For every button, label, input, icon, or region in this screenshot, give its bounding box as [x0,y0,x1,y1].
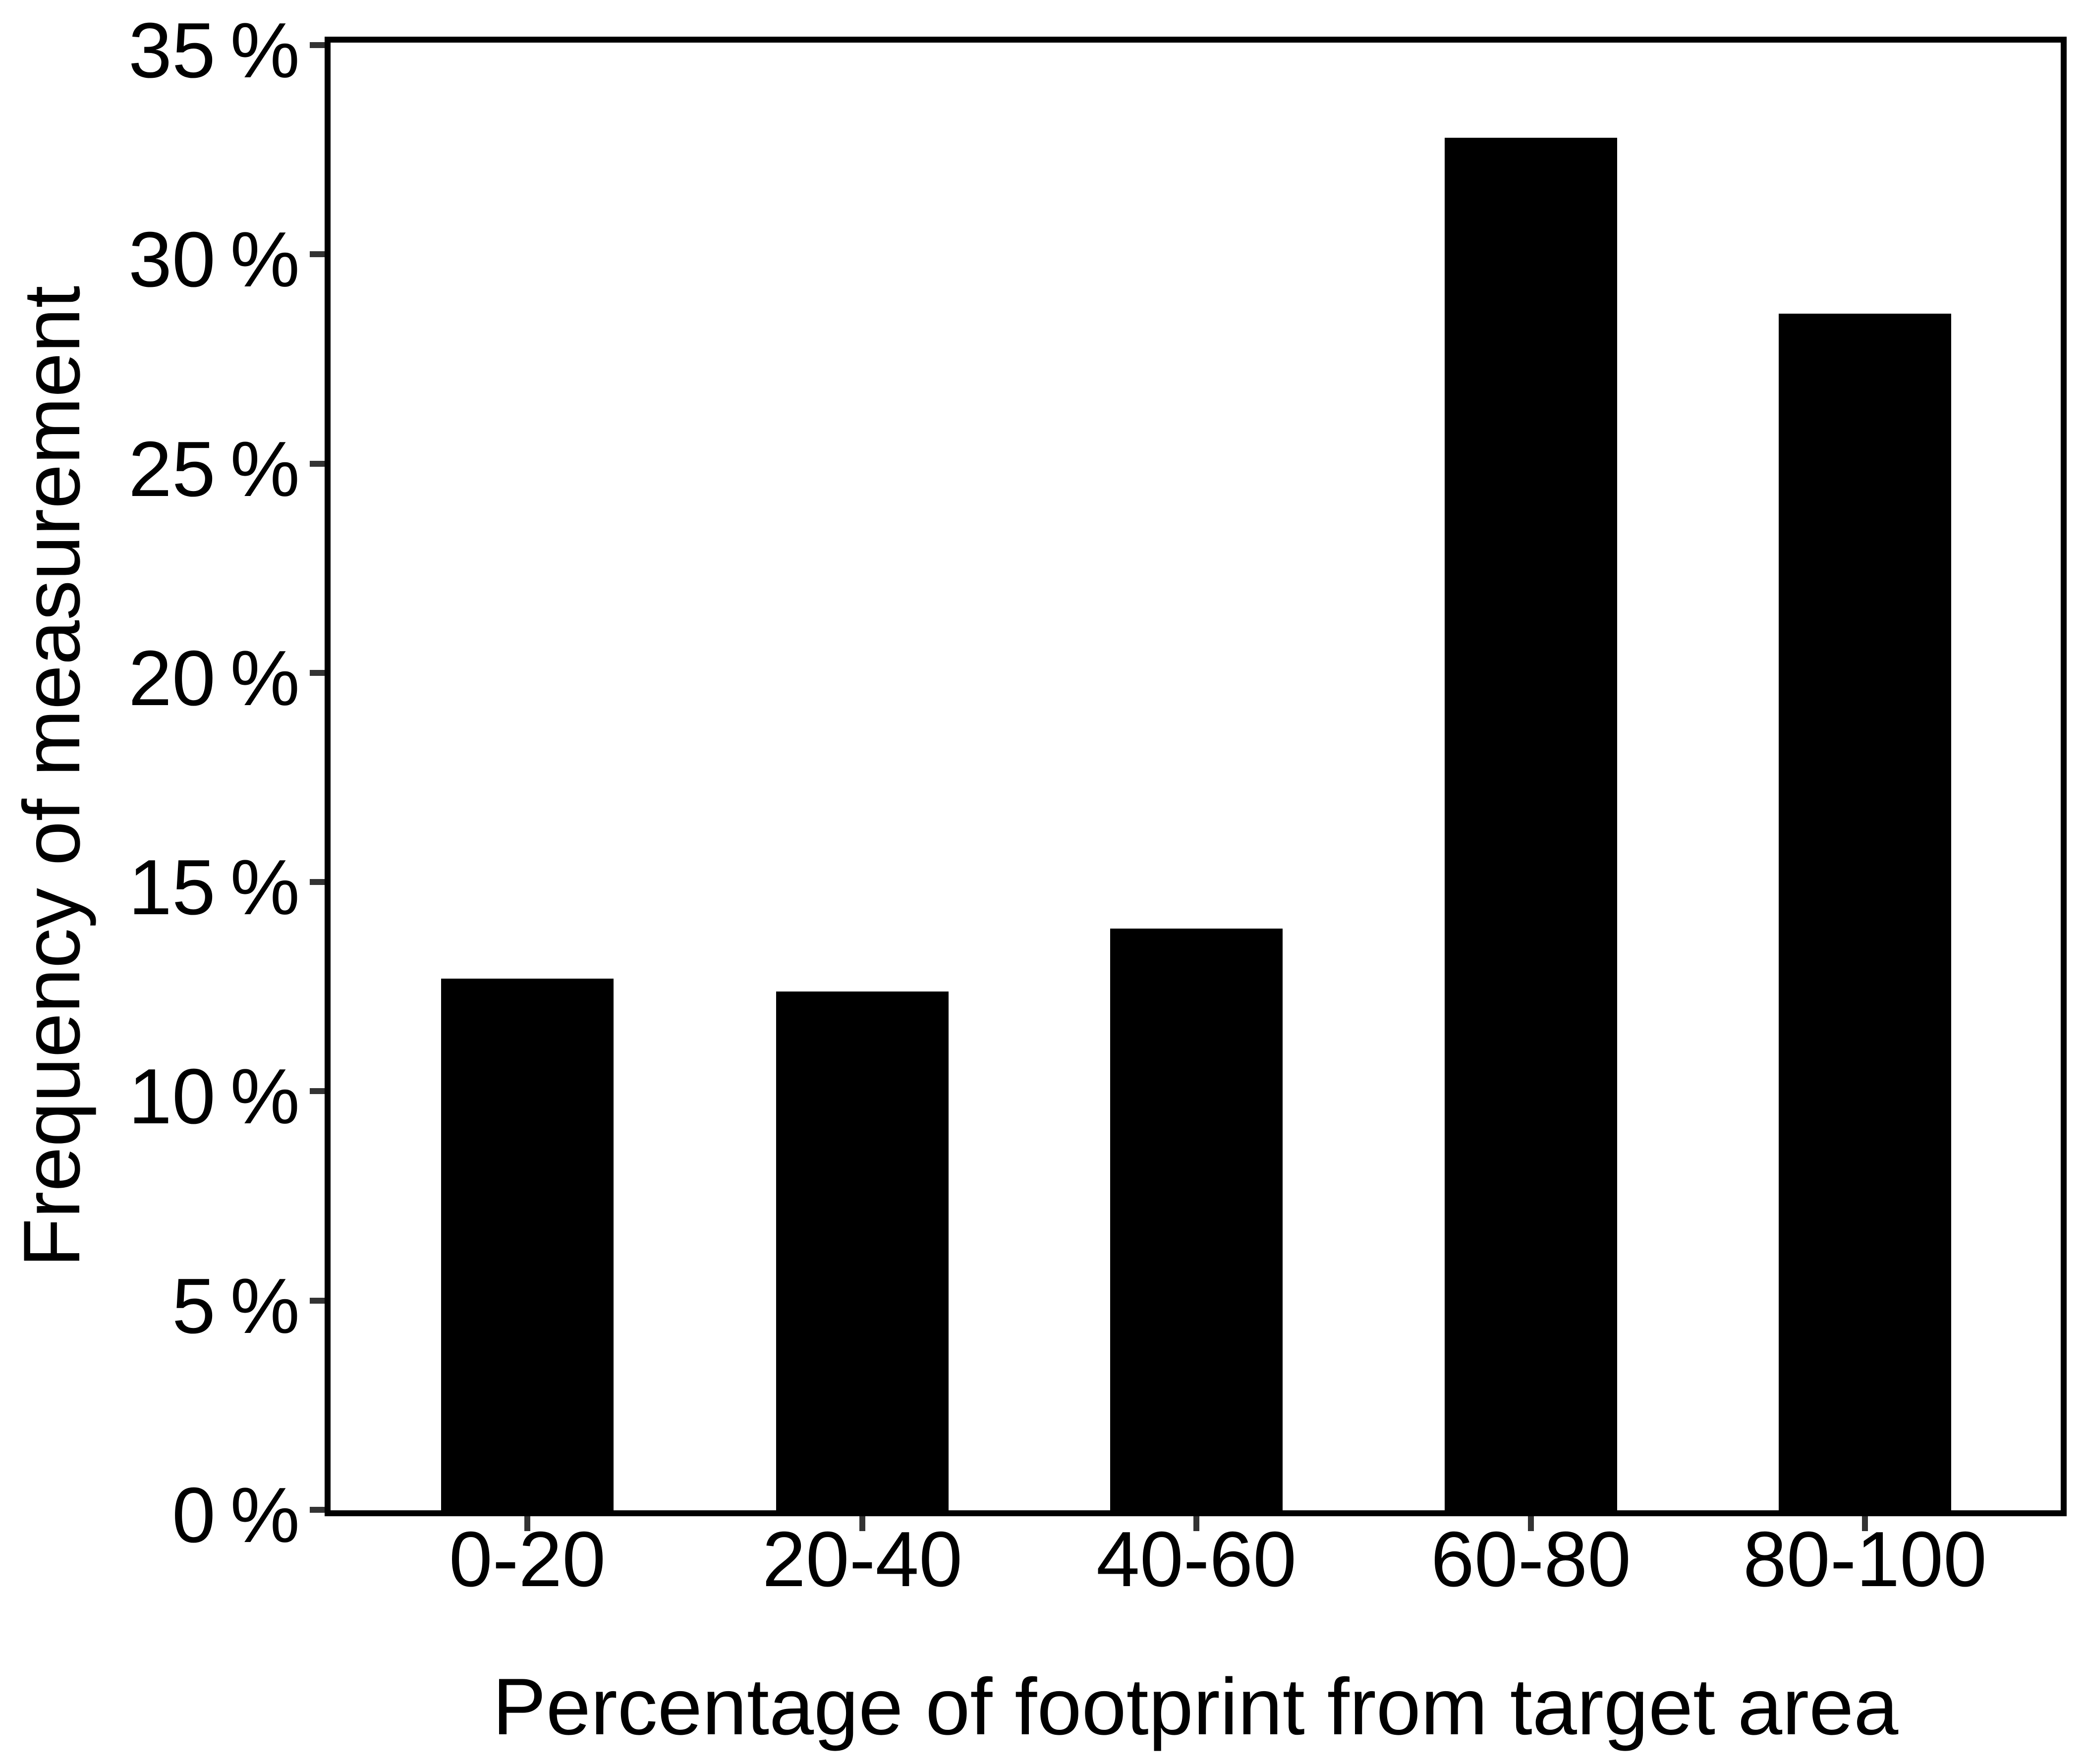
bar-60-80 [1445,138,1617,1510]
y-tick-mark-15 [310,879,325,885]
y-tick-mark-0 [310,1507,325,1513]
y-tick-label-0: 0 % [171,1472,300,1559]
x-tick-mark-20-40 [859,1516,865,1531]
x-tick-label-80-100: 80-100 [1743,1516,1987,1603]
x-tick-mark-80-100 [1862,1516,1868,1531]
y-tick-label-30: 30 % [128,216,300,303]
x-tick-label-40-60: 40-60 [1096,1516,1297,1603]
y-tick-mark-25 [310,461,325,467]
x-tick-label-0-20: 0-20 [449,1516,606,1603]
x-axis-title: Percentage of footprint from target area [492,1662,1899,1752]
bar-40-60 [1110,929,1283,1510]
y-tick-mark-30 [310,251,325,257]
y-tick-mark-5 [310,1298,325,1304]
x-tick-mark-40-60 [1193,1516,1199,1531]
x-tick-mark-0-20 [524,1516,530,1531]
y-tick-label-25: 25 % [128,426,300,513]
x-tick-mark-60-80 [1528,1516,1534,1531]
bar-0-20 [441,979,614,1510]
y-tick-mark-35 [310,42,325,48]
x-tick-label-60-80: 60-80 [1430,1516,1632,1603]
y-axis-title: Frequency of measurement [7,285,97,1268]
y-tick-mark-20 [310,670,325,676]
y-tick-label-35: 35 % [128,7,300,94]
y-tick-mark-10 [310,1088,325,1094]
y-tick-label-15: 15 % [128,844,300,931]
y-tick-label-20: 20 % [128,635,300,722]
y-tick-label-10: 10 % [128,1053,300,1140]
x-tick-label-20-40: 20-40 [762,1516,963,1603]
y-tick-label-5: 5 % [171,1263,300,1350]
bar-20-40 [776,992,949,1510]
bar-80-100 [1779,314,1951,1510]
